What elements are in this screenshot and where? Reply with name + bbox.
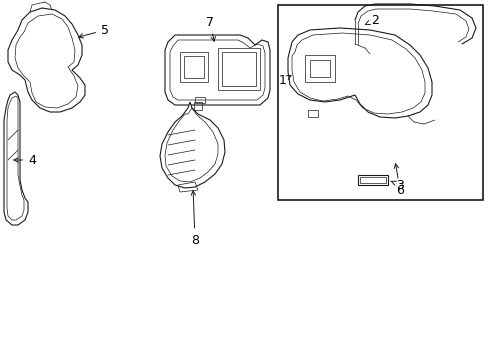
Text: 6: 6 xyxy=(394,164,404,197)
Polygon shape xyxy=(358,175,388,185)
Text: 2: 2 xyxy=(366,14,379,27)
Polygon shape xyxy=(280,110,468,182)
Text: 5: 5 xyxy=(79,23,109,38)
Text: 8: 8 xyxy=(191,191,199,247)
Text: 1: 1 xyxy=(279,73,291,86)
Polygon shape xyxy=(8,8,85,112)
Polygon shape xyxy=(165,35,270,105)
Bar xyxy=(278,5,483,200)
Text: 4: 4 xyxy=(14,153,36,166)
Polygon shape xyxy=(4,92,28,225)
Polygon shape xyxy=(288,28,432,118)
Text: 3: 3 xyxy=(391,179,404,192)
Polygon shape xyxy=(160,102,225,188)
Text: 7: 7 xyxy=(206,15,216,41)
